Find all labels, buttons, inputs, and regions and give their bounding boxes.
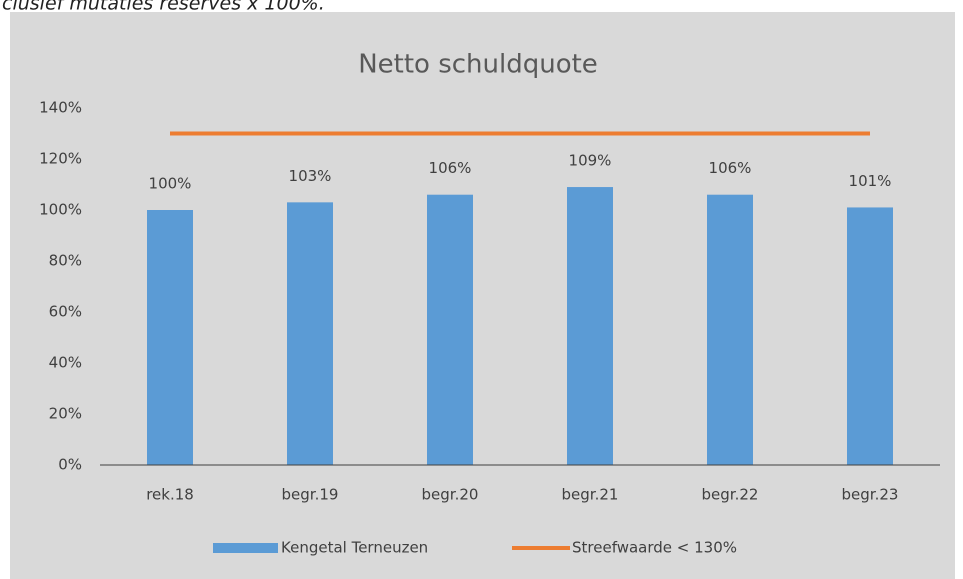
legend-swatch — [213, 543, 278, 553]
data-label: 109% — [569, 152, 612, 170]
y-tick-label: 100% — [39, 201, 82, 219]
bar — [147, 210, 193, 465]
bar — [427, 194, 473, 465]
x-tick-label: rek.18 — [146, 486, 194, 504]
bar — [847, 207, 893, 465]
x-tick-label: begr.19 — [282, 486, 339, 504]
y-tick-label: 80% — [49, 252, 82, 270]
data-label: 100% — [149, 175, 192, 193]
y-tick-label: 20% — [49, 405, 82, 423]
x-tick-label: begr.21 — [562, 486, 619, 504]
data-label: 106% — [429, 159, 472, 177]
data-label: 101% — [849, 172, 892, 190]
data-label: 103% — [289, 167, 332, 185]
legend-label: Kengetal Terneuzen — [281, 539, 428, 557]
y-tick-label: 60% — [49, 303, 82, 321]
bar — [567, 187, 613, 466]
y-tick-label: 140% — [39, 99, 82, 117]
x-tick-label: begr.20 — [422, 486, 479, 504]
y-tick-label: 40% — [49, 354, 82, 372]
data-label: 106% — [709, 159, 752, 177]
y-tick-label: 120% — [39, 150, 82, 168]
chart-title: Netto schuldquote — [358, 50, 598, 80]
bar — [707, 194, 753, 465]
x-tick-label: begr.22 — [702, 486, 759, 504]
y-tick-label: 0% — [58, 456, 82, 474]
x-tick-label: begr.23 — [842, 486, 899, 504]
bar — [287, 202, 333, 465]
caption: clusief mutaties reserves x 100%. — [2, 0, 325, 15]
legend-label: Streefwaarde < 130% — [572, 539, 737, 557]
